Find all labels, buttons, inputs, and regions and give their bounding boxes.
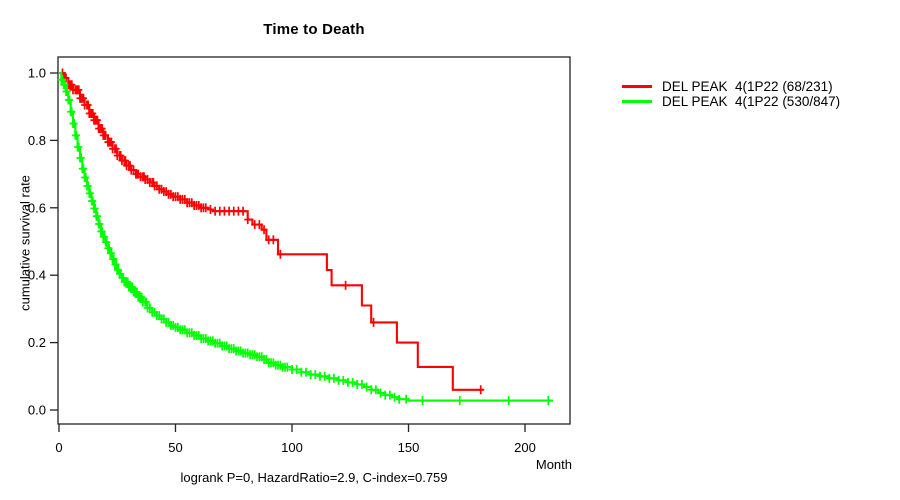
survival-curve-2 — [59, 71, 553, 402]
stats-footnote: logrank P=0, HazardRatio=2.9, C-index=0.… — [180, 470, 448, 485]
y-axis-tick-label: 0.0 — [28, 403, 46, 418]
y-axis-tick-label: 0.6 — [28, 200, 46, 215]
y-axis-tick-label: 0.4 — [28, 268, 46, 283]
legend-item-group1: DEL PEAK 4(1P22 (68/231) — [622, 79, 840, 94]
legend-label-group2: DEL PEAK 4(1P22 (530/847) — [662, 94, 841, 109]
x-axis-tick-label: 0 — [55, 440, 62, 455]
green-line-swatch — [622, 100, 652, 103]
legend-item-group2: DEL PEAK 4(1P22 (530/847) — [622, 94, 840, 109]
survival-curve-1 — [59, 71, 484, 391]
censor-marks-2 — [57, 75, 552, 406]
y-axis: 0.0 0.2 0.4 0.6 0.8 1.0 — [28, 66, 58, 418]
x-axis-tick-label: 200 — [514, 440, 536, 455]
red-line-swatch — [622, 85, 652, 88]
y-axis-tick-label: 0.8 — [28, 133, 46, 148]
x-axis-tick-label: 50 — [168, 440, 182, 455]
x-axis-tick-label: 150 — [398, 440, 420, 455]
plot-frame — [57, 56, 571, 425]
x-axis: 0 50 100 150 200 — [55, 424, 536, 455]
y-axis-tick-label: 0.2 — [28, 335, 46, 350]
y-axis-tick-label: 1.0 — [28, 66, 46, 81]
chart-title: Time to Death — [263, 21, 365, 38]
x-axis-tick-label: 100 — [281, 440, 303, 455]
censor-marks-1 — [58, 68, 485, 395]
legend-label-group1: DEL PEAK 4(1P22 (68/231) — [662, 79, 833, 94]
x-axis-unit-label: Month — [535, 457, 572, 472]
legend: DEL PEAK 4(1P22 (68/231) DEL PEAK 4(1P22… — [622, 79, 840, 109]
